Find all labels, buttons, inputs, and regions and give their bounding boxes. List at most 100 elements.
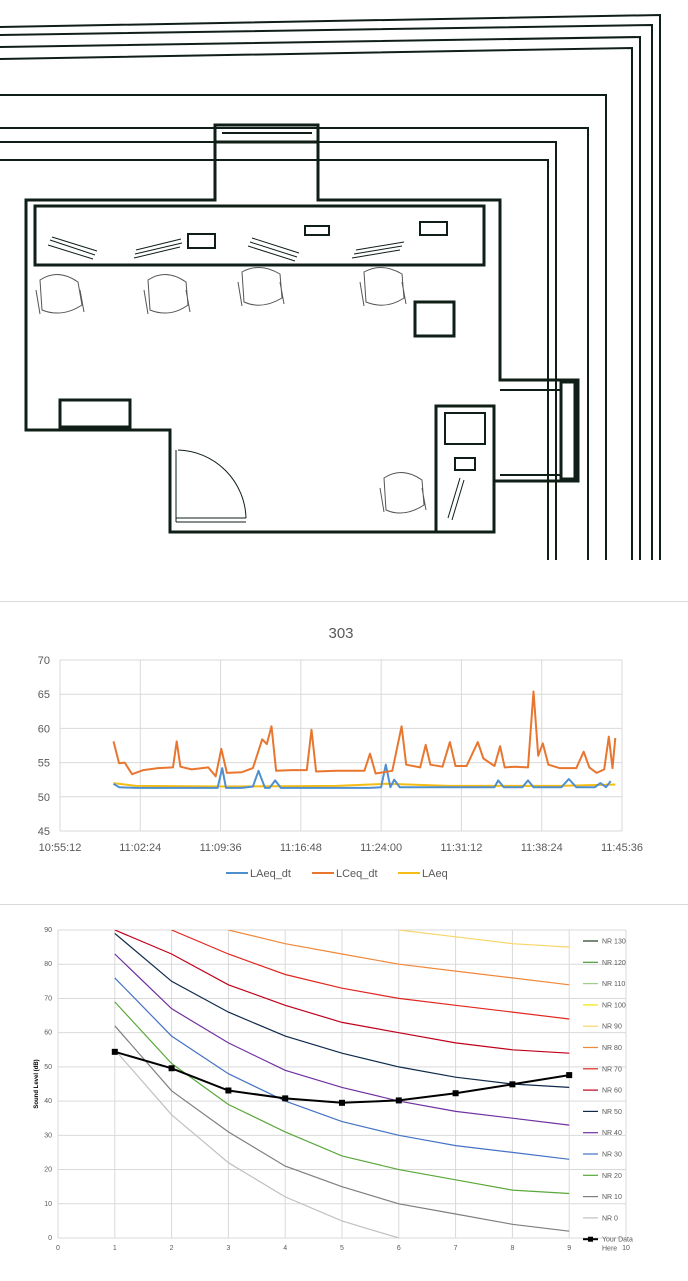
legend-label: LAeq_dt	[250, 868, 291, 880]
x-tick-label: 9	[567, 1245, 571, 1252]
door	[175, 449, 247, 523]
series-line-nr-60	[114, 930, 570, 1054]
series-line-nr-0	[114, 1049, 399, 1238]
x-tick-label: 11:09:36	[200, 842, 242, 854]
legend-label: LAeq	[422, 868, 448, 880]
series-line-lceq-dt	[112, 690, 617, 778]
y-tick-label: 60	[44, 1030, 52, 1037]
x-tick-label: 3	[226, 1245, 230, 1252]
x-tick-label: 10:55:12	[39, 842, 82, 854]
y-tick-label: 40	[44, 1098, 52, 1105]
series-lines	[111, 930, 573, 1238]
outer-wall-line	[0, 13, 661, 560]
window-top	[213, 123, 320, 144]
small-box-right	[454, 457, 476, 471]
legend-label: NR 70	[602, 1066, 622, 1073]
data-point-marker	[339, 1099, 345, 1106]
data-point-marker	[168, 1065, 175, 1072]
y-tick-label: 70	[44, 995, 52, 1002]
x-tick-label: 11:38:24	[521, 842, 563, 854]
data-point-marker	[509, 1081, 516, 1088]
x-tick-label: 11:02:24	[119, 842, 161, 854]
series-lines	[112, 690, 617, 789]
y-tick-label: 50	[44, 1064, 52, 1071]
chair-5	[379, 472, 427, 514]
chart-title: 303	[328, 625, 353, 642]
legend-label: LCeq_dt	[336, 868, 378, 880]
x-tick-label: 11:24:00	[360, 842, 402, 854]
legend-label: NR 110	[602, 981, 625, 988]
legend-marker	[588, 1236, 593, 1242]
legend-label: NR 100	[602, 1002, 626, 1009]
series-line-nr-50	[114, 932, 570, 1088]
y-tick-label: 10	[44, 1201, 52, 1208]
series-line-nr-10	[114, 1025, 570, 1232]
desk-bench	[33, 204, 486, 267]
x-tick-label: 11:31:12	[440, 842, 482, 854]
legend-label: NR 60	[602, 1088, 622, 1095]
legend-label: NR 40	[602, 1130, 622, 1137]
chart-303: 303 70 65 60 55 50 45 10:55:12 11:02:24 11:09:3…	[0, 602, 688, 900]
y-tick-label: 20	[44, 1167, 52, 1174]
x-tick-label: 10	[622, 1245, 630, 1252]
keyboard-2	[133, 238, 183, 259]
y-tick-labels: 70 65 60 55 50 45	[38, 655, 50, 838]
outer-wall-line	[0, 35, 641, 560]
screen-right	[444, 412, 486, 445]
series-line-nr-20	[114, 1001, 570, 1195]
cabinet-left	[58, 398, 132, 429]
x-tick-label: 6	[397, 1245, 401, 1252]
door-swing	[177, 449, 247, 519]
legend-label: NR 90	[602, 1024, 622, 1031]
y-axis-label: Sound Level (dB)	[34, 1059, 40, 1108]
y-tick-label: 0	[48, 1235, 52, 1242]
outer-wall-line	[0, 46, 633, 560]
room-walls	[24, 123, 580, 534]
gridlines	[59, 659, 623, 832]
data-point-marker	[111, 1048, 118, 1055]
gridlines	[57, 929, 627, 1239]
series-line-nr-40	[114, 953, 570, 1126]
series-line-laeq	[113, 782, 616, 788]
x-tick-label: 8	[510, 1245, 514, 1252]
series-line-nr-30	[114, 977, 570, 1160]
room-fixtures	[187, 132, 561, 476]
chair-1	[35, 274, 85, 315]
chair-3	[237, 267, 285, 307]
panel-divider	[0, 904, 688, 905]
legend-label: NR 10	[602, 1194, 622, 1201]
chart-noise-rating-svg: 90 80 70 60 50 40 30 20 10 0 0 1 2 3 4 5 6 7 8 9 10 Sound L…	[34, 927, 633, 1253]
y-tick-labels: 90 80 70 60 50 40 30 20 10 0	[44, 927, 52, 1242]
floor-plan	[0, 0, 688, 600]
x-tick-label: 0	[56, 1245, 60, 1252]
data-point-marker	[282, 1095, 289, 1102]
legend-label: NR 20	[602, 1173, 622, 1180]
legend-label: NR 80	[602, 1045, 622, 1052]
legend-label: NR 30	[602, 1152, 622, 1159]
y-tick-label: 90	[44, 927, 52, 934]
y-tick-label: 30	[44, 1132, 52, 1139]
outer-wall-line	[0, 159, 549, 560]
box-right	[413, 300, 456, 338]
data-point-marker	[395, 1097, 402, 1104]
series-line-nr-70	[171, 930, 570, 1020]
x-tick-label: 4	[283, 1245, 287, 1252]
outer-wall-line	[0, 94, 607, 560]
y-tick-label: 65	[38, 689, 50, 701]
keyboards	[47, 236, 465, 521]
x-tick-labels: 0 1 2 3 4 5 6 7 8 9 10	[56, 1245, 630, 1252]
legend-label: NR 130	[602, 939, 626, 946]
y-tick-label: 60	[38, 723, 50, 735]
panel-divider	[0, 601, 688, 602]
x-tick-label: 2	[170, 1245, 174, 1252]
y-tick-label: 80	[44, 961, 52, 968]
x-tick-label: 7	[454, 1245, 458, 1252]
monitor-2	[304, 225, 330, 236]
data-point-marker	[225, 1087, 232, 1094]
chair-4	[359, 267, 407, 307]
monitor-3	[419, 221, 448, 236]
chart-noise-rating: 90 80 70 60 50 40 30 20 10 0 0 1 2 3 4 5 6 7 8 9 10 Sound L…	[0, 906, 688, 1276]
keyboard-5	[447, 477, 465, 521]
chair-2	[143, 274, 191, 315]
series-line-laeq-dt	[112, 763, 612, 789]
